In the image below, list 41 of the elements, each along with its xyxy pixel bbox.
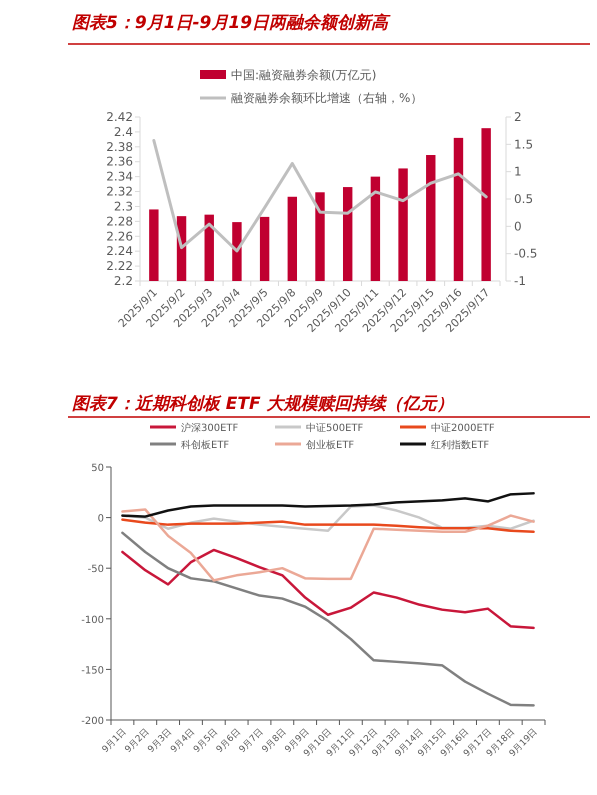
y-tick-label: 2.2 <box>114 274 133 288</box>
y-tick-label: 2.24 <box>106 244 133 258</box>
line-series <box>121 508 535 582</box>
y2-tick-label: 0 <box>514 219 522 234</box>
y-tick-label: -100 <box>81 614 104 626</box>
line-series <box>121 548 535 630</box>
y-tick-label: 2.36 <box>106 154 133 169</box>
legend-label: 中证2000ETF <box>431 422 495 434</box>
line-series <box>121 532 535 707</box>
y-tick-label: -50 <box>88 564 104 576</box>
legend-label: 中国:融资融券余额(万亿元) <box>231 68 376 82</box>
y2-tick-label: 1.5 <box>514 137 534 152</box>
chart-title: 图表7：近期科创板 ETF 大规模赎回持续（亿元） <box>72 394 454 414</box>
y-tick-label: 50 <box>91 463 104 474</box>
legend-label: 创业板ETF <box>306 439 354 451</box>
y2-tick-label: -1 <box>514 274 526 288</box>
y-tick-label: 2.4 <box>114 124 133 139</box>
legend-label: 融资融券余额环比增速（右轴，%） <box>231 91 422 105</box>
y-tick-label: 0 <box>98 514 104 525</box>
line-series <box>152 139 488 252</box>
legend-label: 科创板ETF <box>181 439 230 451</box>
y-tick-label: 2.38 <box>106 140 133 154</box>
chart-title: 图表5：9月1日-9月19日两融余额创新高 <box>72 13 392 33</box>
y-tick-label: -200 <box>81 716 104 727</box>
line-series <box>121 518 535 534</box>
y2-tick-label: 2 <box>514 110 522 124</box>
y2-tick-label: 1 <box>514 164 522 179</box>
y2-tick-label: 0.5 <box>514 192 534 206</box>
legend-label: 红利指数ETF <box>431 439 490 451</box>
legend-label: 中证500ETF <box>306 422 364 434</box>
y2-tick-label: -0.5 <box>514 246 538 261</box>
y-tick-label: 2.32 <box>106 184 133 199</box>
y-tick-label: 2.34 <box>106 170 133 184</box>
y-tick-label: 2.28 <box>106 214 133 228</box>
line-series <box>121 492 535 518</box>
y-tick-label: -150 <box>81 665 104 676</box>
y-tick-label: 2.42 <box>106 110 133 124</box>
y-tick-label: 2.3 <box>114 199 133 214</box>
y-tick-label: 2.26 <box>106 229 133 244</box>
y-tick-label: 2.22 <box>106 259 133 274</box>
legend-label: 沪深300ETF <box>181 422 239 434</box>
